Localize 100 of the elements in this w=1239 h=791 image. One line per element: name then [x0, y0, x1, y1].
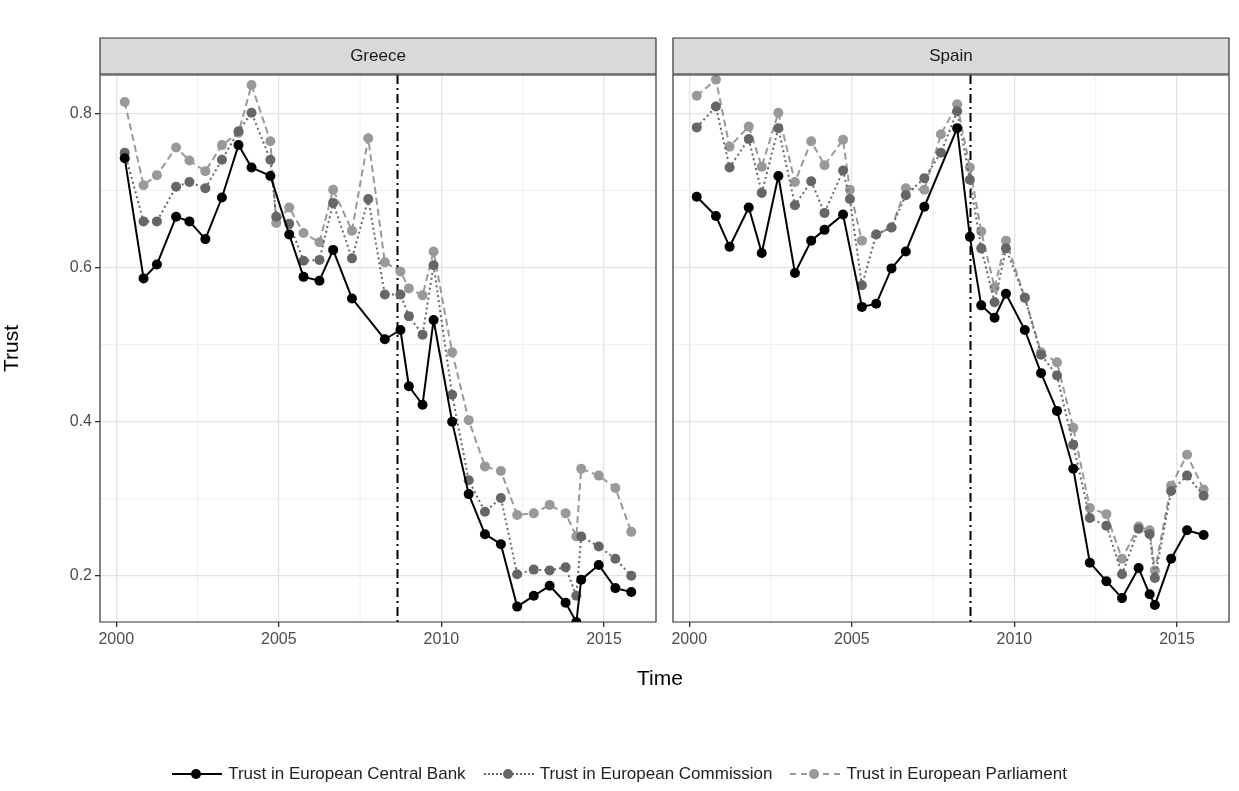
point [1101, 576, 1112, 587]
point [1182, 449, 1193, 460]
point [1117, 553, 1128, 564]
point [479, 506, 490, 517]
point [819, 224, 830, 235]
point [593, 470, 604, 481]
point [171, 211, 182, 222]
point [495, 539, 506, 550]
point [265, 170, 276, 181]
legend-label: Trust in European Commission [539, 764, 773, 784]
point [964, 174, 975, 185]
chart-title: Spain [929, 45, 973, 65]
point [856, 235, 867, 246]
point [819, 207, 830, 218]
point [1166, 553, 1177, 564]
point [610, 553, 621, 564]
point [1084, 502, 1095, 513]
point [528, 508, 539, 519]
x-tick-label: 2000 [98, 630, 135, 648]
point [346, 293, 357, 304]
point [428, 314, 439, 325]
point [395, 289, 406, 300]
point [1068, 463, 1079, 474]
point [900, 246, 911, 257]
point [363, 133, 374, 144]
point [363, 194, 374, 205]
point [989, 297, 1000, 308]
point [710, 101, 721, 112]
point [184, 177, 195, 188]
x-tick-label: 2010 [996, 630, 1033, 648]
point [626, 586, 637, 597]
point [856, 301, 867, 312]
point [576, 463, 587, 474]
point [626, 570, 637, 581]
x-tick-label: 2010 [423, 630, 460, 648]
point [417, 329, 428, 340]
point [919, 184, 930, 195]
point [328, 197, 339, 208]
point [819, 160, 830, 171]
point [463, 415, 474, 426]
point [395, 266, 406, 277]
x-tick-label: 2005 [261, 630, 297, 648]
point [544, 499, 555, 510]
point [838, 209, 849, 220]
point [200, 166, 211, 177]
point [691, 191, 702, 202]
x-axis-title: Time [636, 666, 684, 690]
point [1068, 422, 1079, 433]
point [610, 482, 621, 493]
point [1198, 529, 1209, 540]
point [544, 565, 555, 576]
point [544, 580, 555, 591]
point [1117, 569, 1128, 580]
point [216, 154, 227, 165]
point [403, 283, 414, 294]
point [724, 241, 735, 252]
point [379, 257, 390, 268]
point [756, 187, 767, 198]
point [838, 165, 849, 176]
point [871, 298, 882, 309]
point [1019, 325, 1030, 336]
point [1084, 512, 1095, 523]
point [691, 90, 702, 101]
point [560, 562, 571, 573]
point [756, 161, 767, 172]
point [1166, 486, 1177, 497]
point [495, 492, 506, 503]
point [512, 601, 523, 612]
point [1149, 573, 1160, 584]
point [246, 162, 257, 173]
x-tick-label: 2015 [586, 630, 622, 648]
point [428, 260, 439, 271]
point [560, 508, 571, 519]
x-tick-label: 2005 [834, 630, 870, 648]
point [844, 194, 855, 205]
point [610, 583, 621, 594]
point [403, 381, 414, 392]
point [806, 176, 817, 187]
point [200, 183, 211, 194]
point [447, 347, 458, 358]
point [246, 107, 257, 118]
point [806, 235, 817, 246]
point [626, 526, 637, 537]
point [284, 202, 295, 213]
point [314, 254, 325, 265]
point [379, 289, 390, 300]
point [989, 312, 1000, 323]
y-tick-label: 0.6 [69, 258, 93, 276]
y-axis-title: Trust [0, 324, 23, 373]
point [964, 231, 975, 242]
point [743, 133, 754, 144]
point [976, 300, 987, 311]
point [710, 210, 721, 221]
point [1133, 563, 1144, 574]
point [346, 225, 357, 236]
point [1052, 370, 1062, 381]
point [1036, 368, 1047, 379]
point [806, 136, 817, 147]
point [495, 466, 506, 476]
point [246, 80, 257, 91]
